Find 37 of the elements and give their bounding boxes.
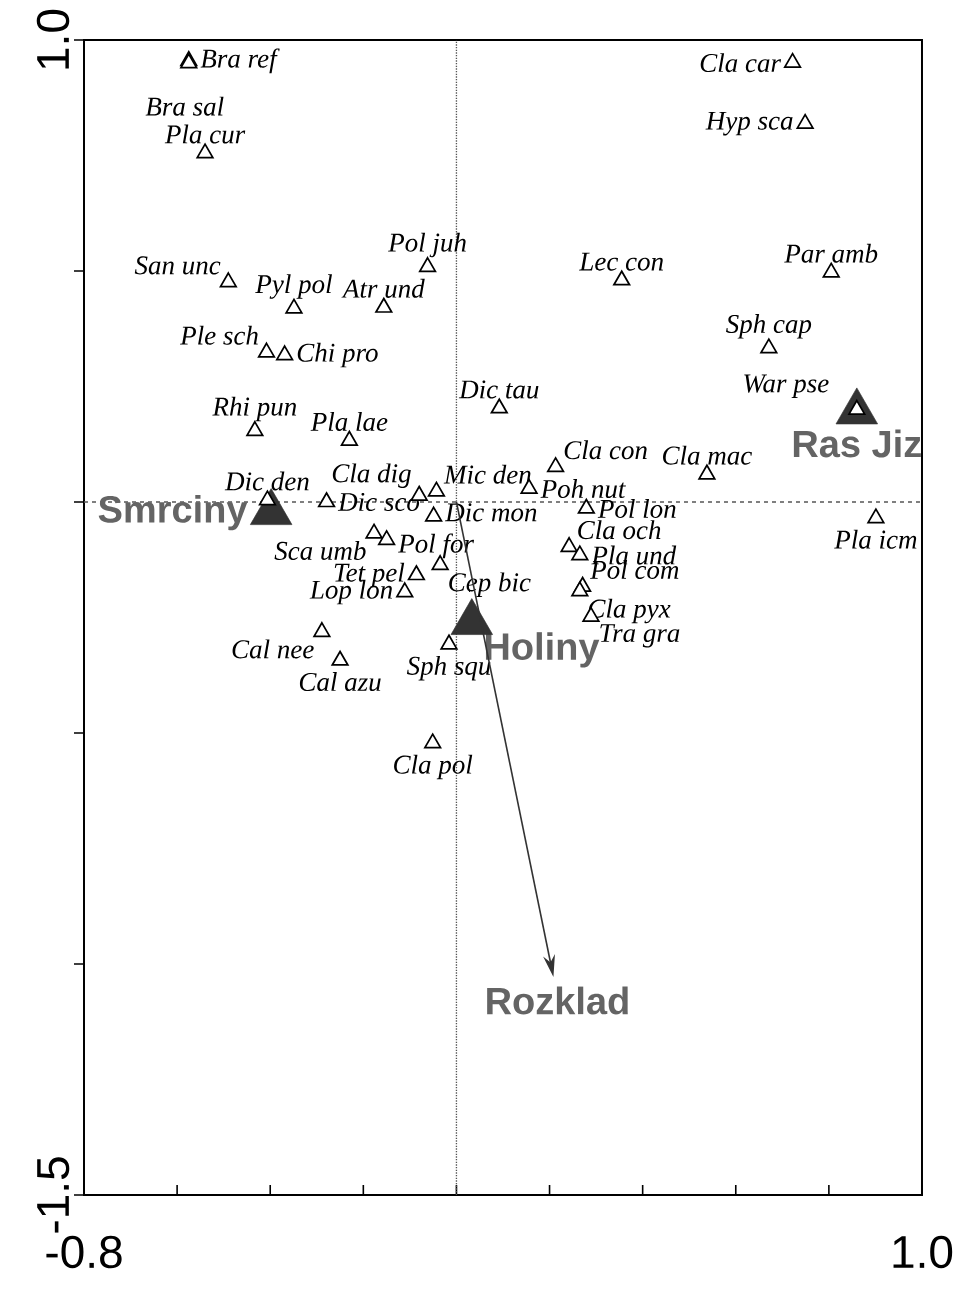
annotation: Dic den — [224, 471, 309, 491]
annotation: Pyl pol — [255, 274, 332, 299]
annotation: Cla dig — [332, 463, 411, 488]
annotation: San unc — [134, 256, 221, 275]
annotation: Cla mac — [663, 445, 752, 465]
annotation: Par amb — [784, 243, 878, 263]
annotation: Cla con — [564, 440, 647, 460]
annotation: War pse — [744, 374, 829, 398]
annotation: Cla och — [578, 520, 661, 540]
annotation: Cla pol — [394, 754, 473, 780]
annotation: Pla lae — [310, 411, 388, 431]
annotation: Cla car — [700, 53, 782, 73]
annotation: Rhi pun — [212, 396, 297, 422]
annotation: Lec con — [579, 252, 663, 271]
annotation: Mic den — [443, 464, 531, 484]
annotation: Bra ref — [200, 48, 280, 74]
series-label: Smrciny — [98, 494, 248, 531]
annotation: Atr und — [341, 278, 425, 298]
annotation: Hyp sca — [705, 111, 793, 136]
annotation: Sca umb — [274, 541, 366, 561]
annotation: Cal azu — [299, 672, 381, 692]
y-tick-label: -1.5 — [37, 1157, 70, 1233]
annotation: Chi pro — [297, 342, 378, 368]
x-tick-label: -0.8 — [46, 1235, 122, 1269]
annotation: Rozklad — [487, 986, 628, 1015]
annotation: Cal nee — [232, 639, 314, 659]
annotation: Sph cap — [726, 314, 812, 339]
annotation: Pla icm — [834, 529, 917, 549]
annotation: Poh nut — [540, 479, 626, 499]
annotation: Ple sch — [180, 325, 258, 345]
annotation: Pla cur — [164, 124, 246, 144]
series-label: Ras Jiz — [793, 429, 921, 458]
annotation: Pol juh — [388, 232, 466, 258]
annotation: Pol lon — [597, 498, 676, 518]
annotation: Bra sal — [145, 96, 224, 116]
annotation: Tra gra — [600, 624, 680, 648]
annotation: Dic tau — [458, 380, 539, 399]
